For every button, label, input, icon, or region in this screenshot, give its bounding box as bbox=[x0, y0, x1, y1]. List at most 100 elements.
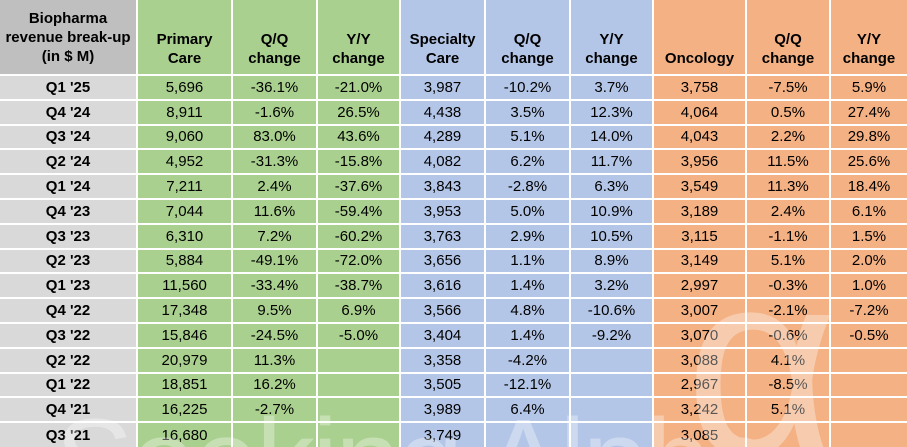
cell-specialty-care-qq-change: 1.4% bbox=[484, 272, 571, 300]
cell-specialty-care-value: 3,656 bbox=[399, 247, 486, 275]
col-header-specialty-qq-change: Q/Q change bbox=[484, 0, 571, 76]
cell-primary-care-qq-change: 11.6% bbox=[231, 197, 318, 225]
cell-specialty-care-yy-change: 14.0% bbox=[569, 123, 654, 151]
cell-oncology-yy-change bbox=[829, 371, 907, 399]
table-row: Q3 '21 16,680 3,749 3,085 bbox=[0, 421, 907, 447]
cell-oncology-value: 3,549 bbox=[652, 173, 747, 200]
cell-primary-care-qq-change: 2.4% bbox=[231, 173, 318, 200]
table-title: Biopharma revenue break-up (in $ M) bbox=[0, 0, 138, 76]
cell-specialty-care-qq-change: -2.8% bbox=[484, 173, 571, 200]
cell-primary-care-yy-change: -60.2% bbox=[316, 222, 401, 250]
cell-oncology-value: 3,956 bbox=[652, 148, 747, 176]
row-label: Q2 '24 bbox=[0, 148, 138, 176]
header-row: Biopharma revenue break-up (in $ M) Prim… bbox=[0, 0, 907, 76]
cell-primary-care-qq-change: 7.2% bbox=[231, 222, 318, 250]
cell-specialty-care-qq-change: 2.9% bbox=[484, 222, 571, 250]
cell-oncology-qq-change: -7.5% bbox=[745, 74, 831, 101]
cell-specialty-care-value: 3,953 bbox=[399, 197, 486, 225]
cell-oncology-yy-change: 1.5% bbox=[829, 222, 907, 250]
cell-primary-care-qq-change: -31.3% bbox=[231, 148, 318, 176]
cell-oncology-value: 3,007 bbox=[652, 297, 747, 324]
cell-specialty-care-value: 3,763 bbox=[399, 222, 486, 250]
cell-oncology-yy-change: 6.1% bbox=[829, 197, 907, 225]
table-row: Q1 '22 18,851 16.2% 3,505 -12.1% 2,967 -8.5% bbox=[0, 371, 907, 399]
table-row: Q3 '24 9,060 83.0% 43.6% 4,289 5.1% 14.0% 4,043… bbox=[0, 123, 907, 151]
cell-primary-care-qq-change bbox=[231, 421, 318, 447]
col-header-oncology: Oncology bbox=[652, 0, 747, 76]
cell-specialty-care-value: 3,987 bbox=[399, 74, 486, 101]
row-label: Q4 '24 bbox=[0, 98, 138, 126]
cell-oncology-yy-change: 25.6% bbox=[829, 148, 907, 176]
cell-specialty-care-yy-change: 3.7% bbox=[569, 74, 654, 101]
cell-specialty-care-yy-change: 10.9% bbox=[569, 197, 654, 225]
cell-specialty-care-value: 4,082 bbox=[399, 148, 486, 176]
cell-primary-care-qq-change: -36.1% bbox=[231, 74, 318, 101]
cell-oncology-value: 3,070 bbox=[652, 321, 747, 349]
cell-primary-care-value: 6,310 bbox=[136, 222, 233, 250]
cell-specialty-care-yy-change: 10.5% bbox=[569, 222, 654, 250]
cell-specialty-care-qq-change: 6.4% bbox=[484, 396, 571, 424]
row-label: Q3 '23 bbox=[0, 222, 138, 250]
cell-primary-care-yy-change: -59.4% bbox=[316, 197, 401, 225]
cell-specialty-care-qq-change: -12.1% bbox=[484, 371, 571, 399]
table-row: Q2 '24 4,952 -31.3% -15.8% 4,082 6.2% 11.7% 3,9… bbox=[0, 148, 907, 176]
cell-specialty-care-qq-change: 1.1% bbox=[484, 247, 571, 275]
cell-specialty-care-yy-change bbox=[569, 396, 654, 424]
cell-oncology-value: 4,043 bbox=[652, 123, 747, 151]
col-header-specialty-yy-change: Y/Y change bbox=[569, 0, 654, 76]
cell-specialty-care-qq-change: 1.4% bbox=[484, 321, 571, 349]
cell-oncology-yy-change bbox=[829, 396, 907, 424]
table-row: Q3 '23 6,310 7.2% -60.2% 3,763 2.9% 10.5% 3,115… bbox=[0, 222, 907, 250]
col-header-oncology-qq-change: Q/Q change bbox=[745, 0, 831, 76]
cell-oncology-qq-change: 0.5% bbox=[745, 98, 831, 126]
cell-oncology-yy-change: 27.4% bbox=[829, 98, 907, 126]
cell-specialty-care-yy-change: 12.3% bbox=[569, 98, 654, 126]
cell-specialty-care-qq-change bbox=[484, 421, 571, 447]
cell-primary-care-qq-change: -33.4% bbox=[231, 272, 318, 300]
cell-specialty-care-qq-change: -10.2% bbox=[484, 74, 571, 101]
cell-specialty-care-value: 3,566 bbox=[399, 297, 486, 324]
cell-oncology-yy-change bbox=[829, 421, 907, 447]
cell-oncology-qq-change: 2.2% bbox=[745, 123, 831, 151]
cell-specialty-care-yy-change: 11.7% bbox=[569, 148, 654, 176]
cell-primary-care-qq-change: 16.2% bbox=[231, 371, 318, 399]
cell-primary-care-value: 11,560 bbox=[136, 272, 233, 300]
cell-oncology-qq-change: 11.5% bbox=[745, 148, 831, 176]
cell-specialty-care-value: 3,404 bbox=[399, 321, 486, 349]
row-label: Q3 '21 bbox=[0, 421, 138, 447]
row-label: Q4 '23 bbox=[0, 197, 138, 225]
cell-primary-care-value: 15,846 bbox=[136, 321, 233, 349]
row-label: Q1 '25 bbox=[0, 74, 138, 101]
col-header-specialty-care: Specialty Care bbox=[399, 0, 486, 76]
cell-specialty-care-value: 3,989 bbox=[399, 396, 486, 424]
row-label: Q1 '22 bbox=[0, 371, 138, 399]
row-label: Q3 '24 bbox=[0, 123, 138, 151]
cell-oncology-qq-change: 5.1% bbox=[745, 396, 831, 424]
cell-primary-care-value: 4,952 bbox=[136, 148, 233, 176]
cell-oncology-value: 3,085 bbox=[652, 421, 747, 447]
cell-specialty-care-qq-change: 5.0% bbox=[484, 197, 571, 225]
cell-specialty-care-yy-change bbox=[569, 371, 654, 399]
table-row: Q4 '23 7,044 11.6% -59.4% 3,953 5.0% 10.9% 3,18… bbox=[0, 197, 907, 225]
cell-oncology-qq-change: -2.1% bbox=[745, 297, 831, 324]
table-row: Q1 '23 11,560 -33.4% -38.7% 3,616 1.4% 3.2% 2,9… bbox=[0, 272, 907, 300]
cell-specialty-care-yy-change bbox=[569, 346, 654, 374]
table-row: Q4 '24 8,911 -1.6% 26.5% 4,438 3.5% 12.3% 4,064… bbox=[0, 98, 907, 126]
cell-oncology-value: 3,149 bbox=[652, 247, 747, 275]
cell-primary-care-yy-change: -37.6% bbox=[316, 173, 401, 200]
cell-specialty-care-qq-change: -4.2% bbox=[484, 346, 571, 374]
table-row: Q2 '23 5,884 -49.1% -72.0% 3,656 1.1% 8.9% 3,14… bbox=[0, 247, 907, 275]
col-header-oncology-yy-change: Y/Y change bbox=[829, 0, 907, 76]
cell-specialty-care-value: 3,616 bbox=[399, 272, 486, 300]
cell-primary-care-yy-change bbox=[316, 371, 401, 399]
cell-specialty-care-value: 3,749 bbox=[399, 421, 486, 447]
col-header-primary-qq-change: Q/Q change bbox=[231, 0, 318, 76]
cell-specialty-care-yy-change: -10.6% bbox=[569, 297, 654, 324]
cell-oncology-value: 2,967 bbox=[652, 371, 747, 399]
cell-oncology-yy-change bbox=[829, 346, 907, 374]
cell-oncology-yy-change: -7.2% bbox=[829, 297, 907, 324]
cell-primary-care-value: 9,060 bbox=[136, 123, 233, 151]
cell-primary-care-yy-change: -15.8% bbox=[316, 148, 401, 176]
cell-oncology-qq-change: -1.1% bbox=[745, 222, 831, 250]
row-label: Q4 '22 bbox=[0, 297, 138, 324]
